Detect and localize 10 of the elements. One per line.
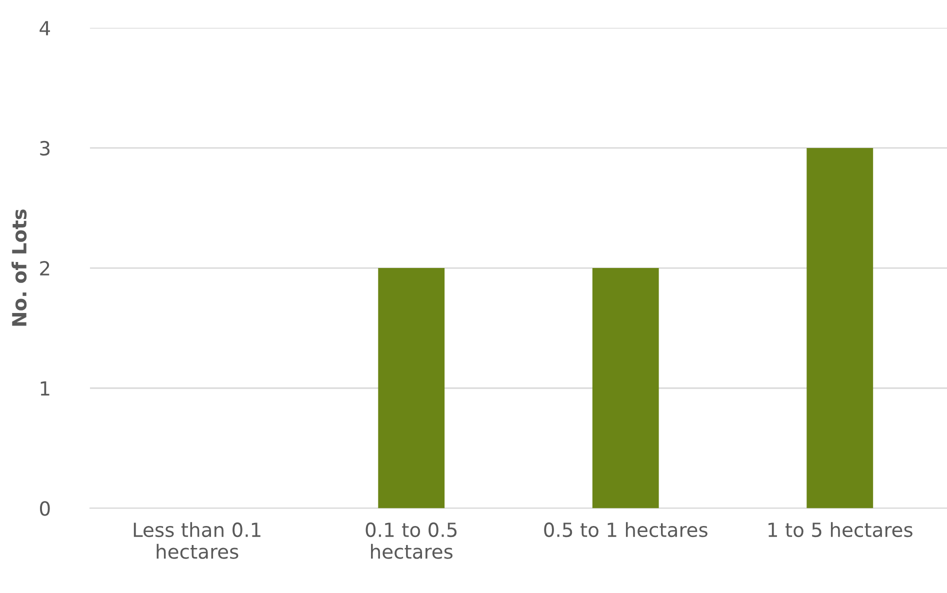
y-tick-label: 1 bbox=[40, 381, 50, 396]
y-axis-title: No. of Lots bbox=[12, 209, 27, 326]
x-tick-label: 0.1 to 0.5 hectares bbox=[366, 522, 457, 559]
x-tick-label: Less than 0.1 hectares bbox=[134, 522, 260, 559]
y-tick-label: 4 bbox=[40, 21, 50, 36]
y-tick-label: 3 bbox=[40, 140, 50, 156]
y-tick-label: 0 bbox=[40, 501, 50, 516]
x-tick-label: 0.5 to 1 hectares bbox=[544, 522, 708, 538]
y-tick-label: 2 bbox=[40, 260, 50, 276]
x-tick-label: 1 to 5 hectares bbox=[768, 522, 912, 538]
